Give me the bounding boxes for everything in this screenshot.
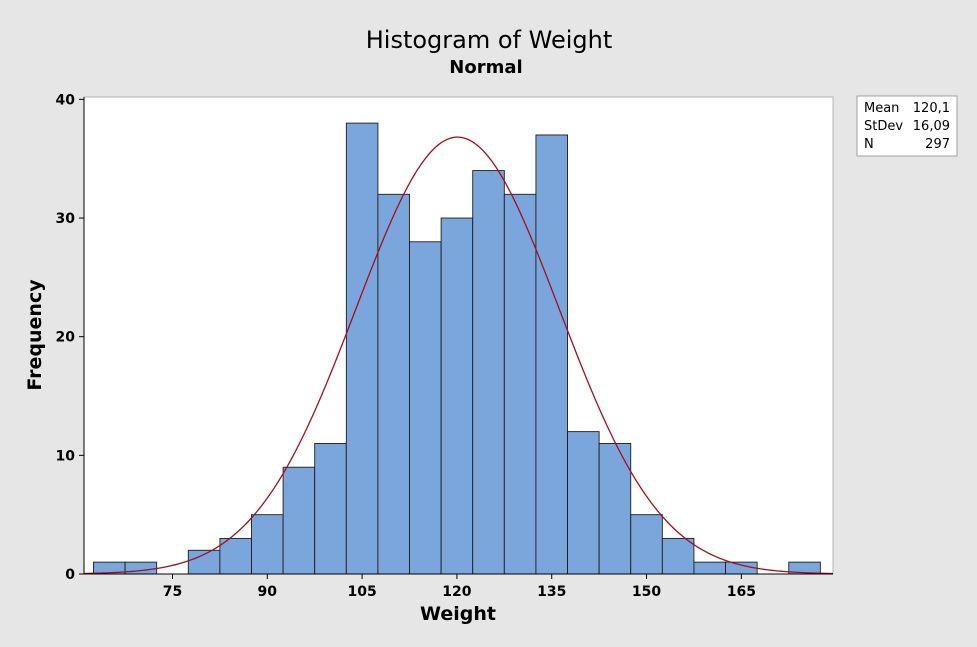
chart-title: Histogram of Weight [366, 26, 613, 54]
histogram-bar [377, 193, 410, 575]
histogram-bar [693, 561, 727, 575]
histogram-bar [219, 537, 252, 575]
x-tick-label: 135 [537, 584, 566, 600]
histogram-bar [598, 443, 632, 575]
histogram-bar [472, 170, 505, 575]
histogram-bar [345, 122, 379, 575]
legend-mean-label: Mean [864, 101, 899, 116]
bars-group [93, 122, 821, 575]
y-tick-label: 0 [65, 567, 75, 583]
y-tick-label: 40 [56, 92, 76, 108]
histogram-bar [409, 241, 442, 575]
histogram-bar [282, 466, 316, 575]
y-tick-label: 20 [56, 330, 76, 346]
x-tick-label: 105 [347, 584, 376, 600]
y-tick-label: 30 [56, 211, 76, 227]
x-tick-label: 75 [163, 584, 182, 600]
x-axis-label: Weight [420, 603, 496, 625]
x-tick-label: 120 [442, 584, 471, 600]
x-tick-label: 150 [632, 584, 661, 600]
histogram-bar [661, 537, 695, 575]
legend-stdev-value: 16,09 [913, 119, 950, 134]
legend-mean-value: 120,1 [913, 101, 950, 116]
histogram-bar [567, 431, 600, 575]
legend-n-value: 297 [925, 137, 950, 152]
x-tick-label: 165 [727, 584, 756, 600]
histogram-bar [630, 514, 663, 575]
histogram-bar [314, 443, 347, 575]
legend-stdev-label: StDev [864, 119, 903, 134]
histogram-bar [535, 134, 568, 575]
x-tick-label: 90 [258, 584, 278, 600]
histogram-bar [503, 193, 537, 575]
normal-fit-curve [83, 136, 834, 575]
histogram-bar [440, 217, 474, 575]
histogram-bar [251, 514, 284, 575]
chart-subtitle: Normal [449, 57, 522, 78]
y-tick-label: 10 [56, 448, 76, 464]
legend-frame [856, 95, 958, 157]
legend-box: Mean 120,1 StDev 16,09 N 297 [856, 95, 958, 157]
axes-group: 75 90 105 120 135 150 165 0 10 20 30 40 [56, 92, 833, 600]
y-axis-label: Frequency [24, 279, 46, 391]
legend-n-label: N [864, 137, 874, 152]
